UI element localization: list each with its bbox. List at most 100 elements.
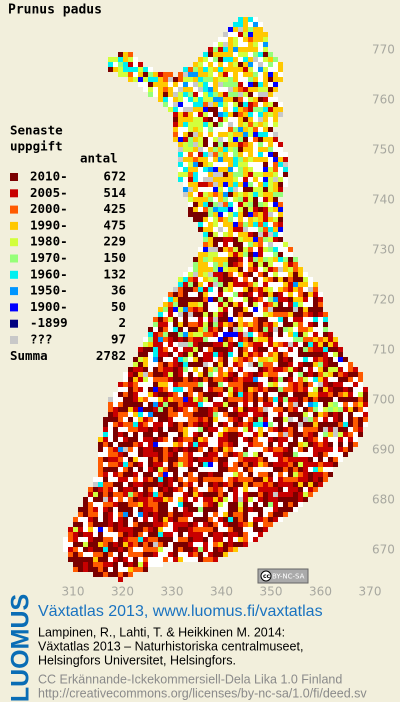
grid-cell — [228, 412, 233, 417]
grid-cell — [253, 322, 258, 327]
grid-cell — [143, 87, 148, 92]
grid-cell — [143, 502, 148, 507]
grid-cell — [193, 492, 198, 497]
grid-cell — [263, 382, 268, 387]
grid-cell — [178, 77, 183, 82]
grid-cell — [223, 532, 228, 537]
grid-cell — [143, 342, 148, 347]
grid-cell — [223, 472, 228, 477]
grid-cell — [268, 87, 273, 92]
grid-cell — [128, 377, 133, 382]
grid-cell — [288, 462, 293, 467]
grid-cell — [253, 27, 258, 32]
grid-cell — [188, 187, 193, 192]
license: CC Erkännande-Ickekommersiell-Dela Lika … — [38, 672, 342, 686]
grid-cell — [173, 372, 178, 377]
grid-cell — [198, 337, 203, 342]
grid-cell — [313, 472, 318, 477]
grid-cell — [313, 372, 318, 377]
grid-cell — [218, 102, 223, 107]
grid-cell — [228, 317, 233, 322]
grid-cell — [233, 472, 238, 477]
grid-cell — [158, 507, 163, 512]
grid-cell — [248, 302, 253, 307]
grid-cell — [233, 72, 238, 77]
grid-cell — [323, 432, 328, 437]
grid-cell — [208, 132, 213, 137]
grid-cell — [278, 517, 283, 522]
grid-cell — [103, 522, 108, 527]
grid-cell — [308, 312, 313, 317]
grid-cell — [163, 342, 168, 347]
grid-cell — [173, 307, 178, 312]
grid-cell — [233, 117, 238, 122]
grid-cell — [263, 207, 268, 212]
grid-cell — [68, 542, 73, 547]
grid-cell — [313, 392, 318, 397]
grid-cell — [258, 162, 263, 167]
grid-cell — [198, 327, 203, 332]
grid-cell — [73, 522, 78, 527]
grid-cell — [203, 222, 208, 227]
grid-cell — [208, 317, 213, 322]
grid-cell — [248, 82, 253, 87]
grid-cell — [278, 337, 283, 342]
grid-cell — [178, 552, 183, 557]
grid-cell — [328, 402, 333, 407]
grid-cell — [303, 407, 308, 412]
grid-cell — [253, 367, 258, 372]
grid-cell — [278, 327, 283, 332]
grid-cell — [63, 542, 68, 547]
grid-cell — [283, 252, 288, 257]
grid-cell — [328, 472, 333, 477]
grid-cell — [78, 507, 83, 512]
grid-cell — [278, 162, 283, 167]
grid-cell — [163, 97, 168, 102]
grid-cell — [278, 407, 283, 412]
grid-cell — [343, 402, 348, 407]
grid-cell — [253, 182, 258, 187]
grid-cell — [243, 97, 248, 102]
grid-cell — [258, 402, 263, 407]
grid-cell — [268, 292, 273, 297]
grid-cell — [203, 427, 208, 432]
grid-cell — [268, 77, 273, 82]
grid-cell — [338, 422, 343, 427]
grid-cell — [78, 547, 83, 552]
grid-cell — [163, 532, 168, 537]
grid-cell — [223, 367, 228, 372]
grid-cell — [233, 357, 238, 362]
grid-cell — [233, 422, 238, 427]
grid-cell — [203, 227, 208, 232]
grid-cell — [173, 87, 178, 92]
grid-cell — [298, 402, 303, 407]
grid-cell — [143, 427, 148, 432]
grid-cell — [243, 267, 248, 272]
link[interactable]: Växtatlas 2013, www.luomus.fi/vaxtatlas — [38, 603, 323, 620]
grid-cell — [273, 282, 278, 287]
grid-cell — [278, 492, 283, 497]
grid-cell — [188, 162, 193, 167]
grid-cell — [238, 112, 243, 117]
grid-cell — [138, 352, 143, 357]
grid-cell — [263, 37, 268, 42]
grid-cell — [183, 502, 188, 507]
legend-label: 2000- — [30, 201, 68, 216]
legend-count: 36 — [111, 283, 126, 298]
grid-cell — [208, 417, 213, 422]
grid-cell — [318, 422, 323, 427]
grid-cell — [163, 387, 168, 392]
grid-cell — [248, 252, 253, 257]
grid-cell — [158, 312, 163, 317]
grid-cell — [328, 422, 333, 427]
grid-cell — [283, 302, 288, 307]
grid-cell — [173, 132, 178, 137]
grid-cell — [238, 302, 243, 307]
grid-cell — [288, 437, 293, 442]
grid-cell — [113, 432, 118, 437]
grid-cell — [193, 107, 198, 112]
grid-cell — [178, 352, 183, 357]
license-url[interactable]: http://creativecommons.org/licenses/by-n… — [38, 686, 367, 700]
grid-cell — [188, 457, 193, 462]
grid-cell — [133, 367, 138, 372]
